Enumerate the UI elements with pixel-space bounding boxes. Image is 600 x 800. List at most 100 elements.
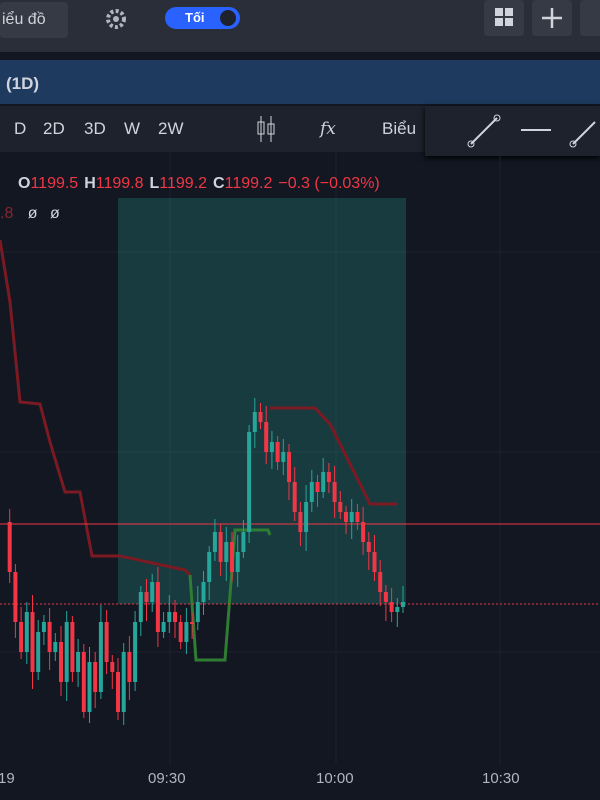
candle-body — [173, 612, 177, 622]
legend-low: 1199.2 — [159, 175, 208, 192]
theme-toggle[interactable]: Tối — [165, 7, 240, 29]
indicator-b: ø — [50, 205, 60, 222]
candle-body — [389, 602, 394, 612]
candle-body — [36, 632, 41, 672]
candle-body — [309, 482, 314, 502]
range-button[interactable]: W — [124, 119, 141, 138]
candle-body — [269, 442, 274, 452]
candle-body — [13, 572, 18, 622]
candle-body — [161, 622, 166, 632]
fx-icon[interactable]: fx — [320, 119, 336, 139]
range-button[interactable]: 3D — [84, 119, 106, 138]
legend-low-label: L — [149, 175, 160, 192]
candle-body — [81, 652, 86, 712]
candle-body — [287, 452, 291, 482]
candle-body — [212, 532, 217, 552]
candle-body — [372, 552, 377, 572]
candle-body — [321, 472, 326, 492]
candle-body — [281, 452, 286, 462]
indicator-line — [188, 528, 272, 662]
chart-type[interactable]: Biểu — [382, 119, 417, 138]
indicator-value: .8 — [0, 205, 14, 222]
candle-body — [144, 592, 149, 602]
chart-button[interactable]: iểu đồ — [0, 2, 68, 38]
candle-body — [230, 542, 234, 572]
candle-body — [241, 532, 246, 552]
candle-body — [378, 572, 383, 592]
symbol-bar: (1D) — [0, 60, 600, 104]
legend-close: 1199.2 — [224, 175, 273, 192]
legend-high-label: H — [84, 175, 96, 192]
candle-body — [264, 422, 269, 452]
candle-body — [190, 622, 195, 624]
candle-body — [155, 582, 160, 632]
drawing-tools — [425, 106, 600, 156]
candle-body — [207, 552, 212, 582]
candle-body — [53, 642, 58, 652]
add-button[interactable] — [532, 0, 572, 36]
more-button[interactable] — [580, 0, 600, 36]
candle-body — [116, 672, 120, 712]
candle-body — [247, 432, 252, 532]
legend-high: 1199.8 — [95, 175, 144, 192]
candle-body — [224, 542, 229, 562]
legend: O1199.5 H1199.8 L1199.2 C1199.2 −0.3 (−0.03%… — [12, 175, 380, 193]
candle-body — [41, 622, 46, 632]
indicator-line — [270, 406, 398, 506]
chart-button-label: iểu đồ — [2, 11, 46, 28]
candle-body — [218, 532, 223, 562]
candle-icon[interactable] — [255, 114, 277, 144]
legend-open: 1199.5 — [30, 175, 79, 192]
candle-body — [252, 412, 257, 432]
candle-body — [332, 482, 337, 502]
range-button[interactable]: 2W — [158, 119, 184, 138]
candle-body — [401, 602, 405, 607]
candle-body — [178, 622, 183, 642]
candle-body — [201, 582, 206, 602]
candle-body — [315, 482, 320, 492]
candle-body — [150, 582, 155, 602]
candle-body — [167, 612, 172, 622]
candle-body — [138, 592, 143, 622]
candle-body — [19, 622, 24, 652]
candle-body — [326, 472, 331, 482]
position-zone — [118, 198, 406, 604]
candle-body — [47, 622, 52, 652]
candle-body — [355, 512, 360, 522]
range-button[interactable]: 2D — [43, 119, 65, 138]
settings-icon[interactable] — [104, 7, 128, 31]
candle-body — [7, 522, 12, 572]
candle-body — [344, 512, 348, 522]
candle-body — [59, 642, 63, 682]
candle-body — [104, 622, 109, 662]
time-label: 09:30 — [148, 770, 186, 787]
toggle-knob — [220, 10, 236, 26]
legend-change: −0.3 (−0.03%) — [278, 175, 380, 192]
candle-body — [361, 522, 366, 542]
candle-body — [349, 512, 354, 522]
legend-close-label: C — [213, 175, 225, 192]
candle-body — [76, 652, 81, 672]
indicator-legend: .8 ø ø — [0, 205, 60, 223]
range-button[interactable]: D — [14, 119, 27, 138]
candle-body — [70, 622, 75, 672]
layout-button[interactable] — [484, 0, 524, 36]
indicator-line — [0, 239, 192, 577]
candle-body — [64, 622, 69, 682]
candle-body — [235, 552, 240, 572]
time-label: 19 — [0, 770, 15, 787]
time-label: 10:30 — [482, 770, 520, 787]
top-bar: iểu đồ Tối — [0, 0, 600, 52]
legend-open-label: O — [18, 175, 31, 192]
candle-body — [258, 412, 263, 422]
candle-body — [98, 622, 103, 692]
candle-body — [93, 662, 98, 692]
candle-body — [87, 662, 92, 712]
interval-label: (1D) — [6, 74, 40, 93]
indicator-a: ø — [27, 205, 38, 222]
candle-body — [395, 607, 400, 612]
candle-body — [184, 622, 189, 642]
candle-body — [383, 592, 388, 602]
candle-body — [110, 662, 115, 672]
